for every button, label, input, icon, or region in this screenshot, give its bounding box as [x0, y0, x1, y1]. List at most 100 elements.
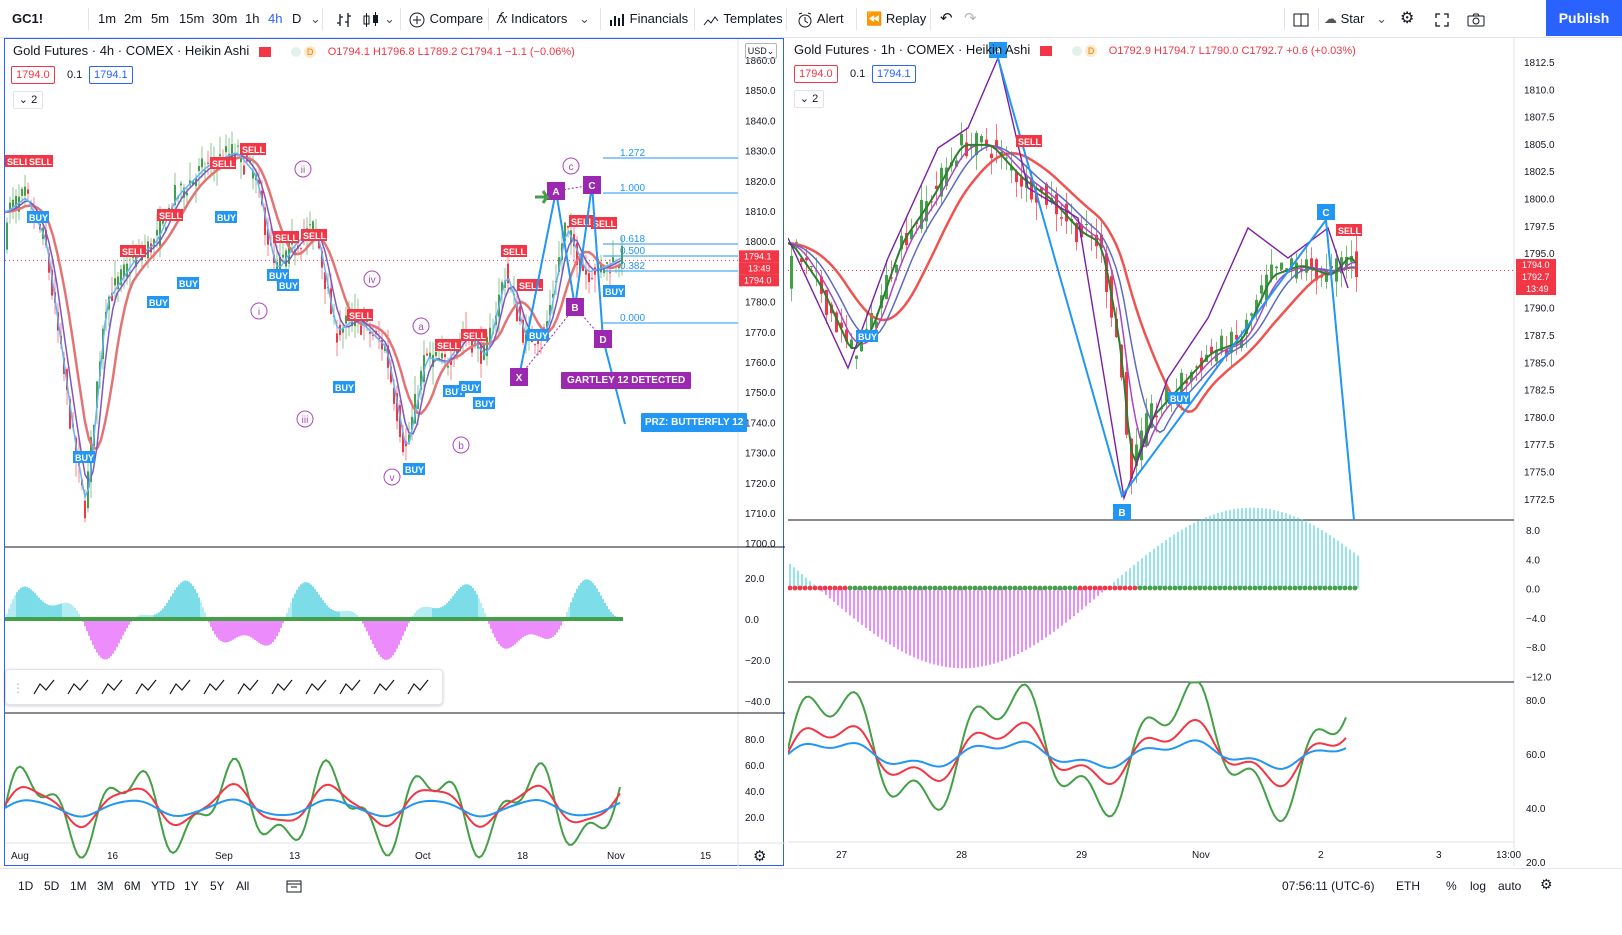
chevron-down-icon[interactable]: ⌄: [310, 11, 321, 26]
interval-1h[interactable]: 1h: [245, 11, 260, 26]
candle-body: [249, 158, 251, 163]
layout-icon[interactable]: [1292, 0, 1310, 38]
price-tick: 1795.0: [1524, 249, 1555, 260]
range-6m[interactable]: 6M: [124, 879, 141, 893]
indicators-toggle[interactable]: ⌄ 2: [13, 91, 43, 109]
zero-dot: [1092, 585, 1098, 591]
candle-body: [12, 199, 14, 208]
rsi-slow: [5, 798, 621, 818]
prz-label[interactable]: PRZ: BUTTERFLY 12: [641, 413, 748, 432]
sell-signal: [273, 231, 299, 243]
fib-icon[interactable]: [203, 679, 225, 695]
compare-button[interactable]: Compare: [408, 0, 483, 38]
interval-D[interactable]: D: [292, 11, 302, 26]
redo-icon[interactable]: ↷: [964, 10, 977, 27]
auto-toggle[interactable]: auto: [1498, 879, 1522, 893]
indicators-toggle[interactable]: ⌄ 2: [794, 90, 824, 108]
range-1m[interactable]: 1M: [70, 879, 87, 893]
interval-5m[interactable]: 5m: [151, 11, 170, 26]
gear-icon[interactable]: ⚙: [1400, 10, 1415, 27]
bar-style-icon[interactable]: [336, 0, 354, 38]
replay-button[interactable]: ⏪ Replay: [866, 0, 926, 38]
interval-30m[interactable]: 30m: [212, 11, 238, 26]
camera-icon[interactable]: [1466, 0, 1486, 38]
gear-icon[interactable]: ⚙: [753, 848, 767, 865]
flag-icon[interactable]: [258, 46, 271, 57]
line-icon[interactable]: [237, 679, 259, 695]
alert-button[interactable]: Alert: [796, 0, 844, 38]
candles-icon[interactable]: [360, 0, 382, 38]
ask-price[interactable]: 1794.1: [89, 66, 133, 84]
session-toggle[interactable]: ETH: [1396, 879, 1420, 893]
right-chart-canvas[interactable]: 1812.5 1810.0 1807.5 1805.0 1802.5 1800.0 1797…: [788, 38, 1618, 866]
menu-icon[interactable]: [33, 679, 55, 695]
channel-icon[interactable]: [135, 679, 157, 695]
wave-label: iv: [368, 275, 375, 286]
candle-body: [1235, 334, 1238, 340]
bid-price[interactable]: 1794.0: [794, 65, 838, 83]
candle-body: [1330, 266, 1333, 269]
candle-body: [955, 160, 958, 167]
chevron-down-icon[interactable]: ⌄: [384, 11, 395, 26]
interval-15m[interactable]: 15m: [179, 11, 205, 26]
sell-signal: [347, 309, 373, 321]
left-chart-pane[interactable]: 1860.0 1850.0 1840.0 1830.0 1820.0 1810.0 1800…: [4, 38, 785, 867]
zigzag-icon[interactable]: [67, 679, 89, 695]
currency-selector[interactable]: USD⌄: [745, 43, 777, 59]
range-1y[interactable]: 1Y: [184, 879, 199, 893]
interval-2m[interactable]: 2m: [124, 11, 143, 26]
horizontal-ray-icon[interactable]: [169, 679, 191, 695]
wave-icon[interactable]: [271, 679, 293, 695]
candle-body: [621, 245, 623, 265]
interval-4h[interactable]: 4h: [268, 11, 283, 26]
pattern-label[interactable]: GARTLEY 12 DETECTED: [561, 372, 692, 389]
time-tick: 3: [1436, 850, 1442, 861]
layout-name-button[interactable]: ☁ Star ⌄: [1324, 0, 1387, 38]
buy-signal-label: BUY: [75, 453, 94, 463]
gear-icon[interactable]: ⚙: [1540, 876, 1553, 892]
date-range-icon[interactable]: [286, 879, 302, 896]
pattern-icon[interactable]: [305, 679, 327, 695]
candle-body: [27, 189, 29, 194]
range-5d[interactable]: 5D: [44, 879, 60, 893]
indicators-button[interactable]: 𝑓x Indicators ⌄: [496, 0, 590, 38]
templates-button[interactable]: Templates: [702, 0, 783, 38]
line-icon-path: [237, 679, 259, 695]
range-3m[interactable]: 3M: [97, 879, 114, 893]
drawing-tools[interactable]: ⋮: [6, 670, 444, 706]
flag-icon[interactable]: [1039, 45, 1052, 56]
range-5y[interactable]: 5Y: [210, 879, 225, 893]
wave-circle: [250, 302, 268, 320]
right-chart-pane[interactable]: 1812.5 1810.0 1807.5 1805.0 1802.5 1800.0 1797…: [788, 38, 1618, 866]
price-tick: 1730.0: [745, 449, 776, 460]
long-position-icon[interactable]: [373, 679, 395, 695]
fullscreen-icon[interactable]: [1434, 0, 1450, 38]
ask-price[interactable]: 1794.1: [872, 65, 916, 83]
zero-dot: [1257, 585, 1263, 591]
candle-body: [567, 226, 569, 228]
symbol-search[interactable]: GC1!: [12, 11, 44, 26]
interval-1m[interactable]: 1m: [98, 11, 117, 26]
percent-toggle[interactable]: %: [1446, 879, 1457, 893]
range-ytd[interactable]: YTD: [151, 879, 175, 893]
undo-icon[interactable]: ↶: [940, 10, 953, 27]
menu-icon-path: [33, 679, 55, 695]
bid-price[interactable]: 1794.0: [11, 66, 55, 84]
candle-body: [48, 253, 50, 273]
publish-button[interactable]: Publish: [1546, 0, 1622, 36]
zero-dot: [992, 585, 998, 591]
trendline-icon[interactable]: [101, 679, 123, 695]
left-chart-canvas[interactable]: 1860.01850.01840.01830.01820.01810.01800…: [5, 39, 785, 867]
rsi-fast: [5, 757, 621, 859]
range-1d[interactable]: 1D: [18, 879, 34, 893]
candle-body: [1135, 444, 1138, 467]
log-toggle[interactable]: log: [1470, 879, 1487, 893]
pattern-point: [583, 176, 601, 194]
candle-body: [390, 366, 392, 383]
gann-icon[interactable]: [339, 679, 361, 695]
zero-dot: [1027, 585, 1033, 591]
levels-icon[interactable]: [407, 679, 429, 695]
range-all[interactable]: All: [236, 879, 250, 893]
clock[interactable]: 07:56:11 (UTC-6): [1282, 879, 1375, 893]
financials-button[interactable]: Financials: [608, 0, 688, 38]
